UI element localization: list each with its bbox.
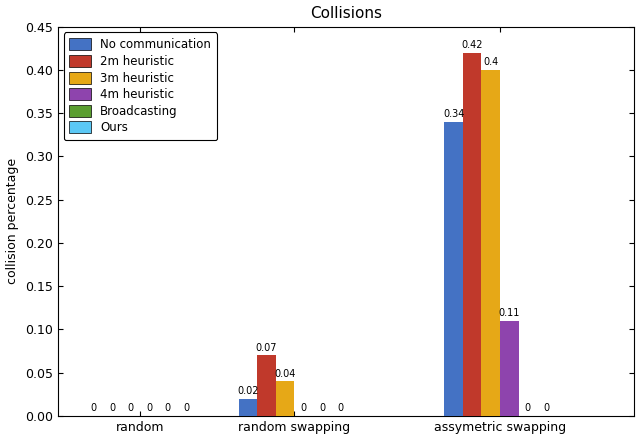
Text: 0: 0 (164, 403, 171, 413)
Text: 0.02: 0.02 (237, 386, 259, 396)
Bar (257, 356, 276, 416)
Text: 0.04: 0.04 (275, 369, 296, 379)
Text: 0: 0 (543, 403, 549, 413)
Text: 0: 0 (525, 403, 531, 413)
Text: 0: 0 (300, 403, 307, 413)
Text: 0.11: 0.11 (499, 308, 520, 318)
Bar (444, 122, 463, 416)
Text: 0.42: 0.42 (461, 40, 483, 50)
Text: 0.4: 0.4 (483, 57, 499, 67)
Bar (500, 321, 518, 416)
Text: 0.34: 0.34 (443, 109, 465, 119)
Title: Collisions: Collisions (310, 6, 381, 21)
Bar (276, 381, 294, 416)
Bar (463, 52, 481, 416)
Text: 0: 0 (127, 403, 134, 413)
Text: 0: 0 (319, 403, 325, 413)
Text: 0: 0 (91, 403, 97, 413)
Text: 0.07: 0.07 (256, 343, 277, 353)
Bar (481, 70, 500, 416)
Text: 0: 0 (146, 403, 152, 413)
Text: 0: 0 (183, 403, 189, 413)
Bar (239, 399, 257, 416)
Y-axis label: collision percentage: collision percentage (6, 158, 19, 284)
Legend: No communication, 2m heuristic, 3m heuristic, 4m heuristic, Broadcasting, Ours: No communication, 2m heuristic, 3m heuri… (63, 33, 217, 140)
Text: 0: 0 (109, 403, 115, 413)
Text: 0: 0 (337, 403, 344, 413)
